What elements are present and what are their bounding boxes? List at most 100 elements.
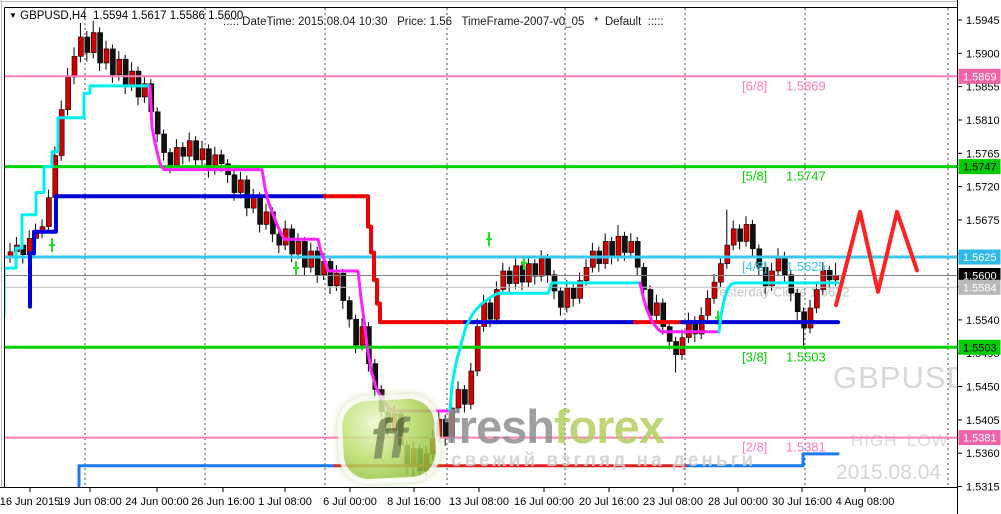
watermark-low-label: LOW — [907, 431, 949, 450]
price-tick-label: 1.5720 — [966, 182, 1000, 194]
indicator-comment: ::::: DateTime: 2015.08.04 10:30 Price: … — [223, 16, 664, 28]
bear-candle — [257, 196, 263, 225]
bull-candle — [65, 76, 71, 110]
price-tick-label: 1.5900 — [966, 48, 1000, 60]
time-tick-label: 13 Jul 08:00 — [449, 496, 509, 508]
bull-candle — [807, 307, 814, 329]
murrey-frac-label: [4/8] — [742, 259, 767, 274]
price-tick-label: 1.5765 — [966, 148, 1000, 160]
bear-candle — [801, 311, 807, 329]
bull-candle — [513, 265, 519, 284]
bull-candle — [250, 196, 257, 209]
watermark-high-label: HIGH — [851, 431, 898, 450]
bear-candle — [398, 413, 404, 446]
bull-candle — [46, 197, 52, 227]
bear-candle — [231, 174, 238, 193]
murrey-price-label: 1.5625 — [786, 259, 826, 274]
bull-candle — [186, 140, 193, 157]
bull-candle — [730, 228, 737, 246]
price-label-box — [958, 430, 1001, 446]
ohlc-readout: 1.5594 1.5617 1.5586 1.5600 — [92, 10, 244, 22]
bear-candle — [276, 233, 283, 246]
bear-candle — [558, 290, 564, 308]
price-label-box — [958, 279, 1001, 295]
projection-zigzag — [834, 209, 919, 308]
bull-candle — [705, 298, 711, 316]
bear-candle — [545, 258, 551, 275]
bull-candle — [500, 270, 507, 290]
price-tick-label: 1.5540 — [966, 315, 1000, 327]
time-tick-label: 20 Jul 16:00 — [579, 496, 639, 508]
bull-candle — [129, 70, 135, 87]
price-tick-label: 1.5855 — [966, 82, 1000, 94]
price-lines — [5, 275, 957, 288]
bear-candle — [353, 318, 359, 346]
bear-candle — [737, 228, 743, 242]
bear-candle — [154, 111, 161, 135]
time-tick-label: 19 Jun 08:00 — [58, 496, 122, 508]
bull-candle — [423, 453, 430, 472]
bull-candle — [654, 302, 660, 316]
bear-candle — [634, 241, 641, 268]
bull-candle — [78, 36, 84, 57]
bear-candle — [110, 48, 116, 76]
bull-candle — [455, 389, 462, 409]
bull-candle — [615, 235, 622, 257]
bull-candle — [199, 148, 206, 161]
symbol-period-label: GBPUSD,H4 — [20, 10, 87, 22]
bear-candle — [609, 241, 615, 257]
price-label-box-text: 1.5584 — [963, 282, 997, 294]
bull-candle — [174, 147, 180, 166]
price-label-box — [958, 68, 1001, 84]
window-frame-top — [0, 1, 1001, 2]
bear-candle — [346, 300, 353, 320]
bear-candle — [487, 302, 494, 320]
time-tick-label: 16 Jun 2015 — [0, 496, 60, 508]
symbol-dropdown-icon[interactable]: ▼ — [9, 11, 17, 20]
bear-candle — [442, 418, 449, 438]
bear-candle — [218, 154, 225, 165]
murrey-price-label: 1.5503 — [786, 349, 826, 364]
time-tick-label: 4 Aug 08:00 — [836, 496, 895, 508]
bear-candle — [404, 444, 411, 467]
price-label-box-text: 1.5747 — [963, 162, 997, 174]
bear-candle — [167, 152, 174, 166]
bull-candle — [263, 211, 270, 225]
bear-candle — [794, 292, 801, 313]
price-label-box — [958, 339, 1001, 355]
time-tick-label: 16 Jul 00:00 — [514, 496, 574, 508]
bull-candle — [602, 241, 609, 264]
murrey-frac-label: [3/8] — [742, 349, 767, 364]
bear-candle — [302, 241, 308, 268]
bear-candle — [122, 58, 129, 87]
time-tick-label: 8 Jul 16:00 — [387, 496, 441, 508]
time-tick-label: 1 Jul 08:00 — [258, 496, 312, 508]
bull-candle — [577, 280, 583, 299]
bear-candle — [84, 36, 91, 53]
price-tick-label: 1.5945 — [966, 15, 1000, 27]
bear-candle — [327, 261, 334, 287]
bear-candle — [641, 266, 647, 290]
bear-candle — [97, 32, 103, 64]
bull-candle — [590, 250, 596, 268]
price-label-box — [958, 159, 1001, 175]
price-tick-label: 1.5360 — [966, 448, 1000, 460]
bear-candle — [762, 266, 769, 287]
bear-candle — [244, 179, 251, 209]
bull-candle — [90, 32, 97, 53]
bull-candle — [628, 241, 635, 253]
plot-area: Yesterday Close 1.5622[6/8] 1.5869[5/8] 1.… — [5, 8, 957, 487]
bull-candle — [538, 258, 545, 277]
window-frame-left — [1, 0, 2, 514]
bull-candle — [711, 281, 718, 299]
bear-candle — [666, 326, 673, 342]
time-tick-label: 28 Jul 00:00 — [708, 496, 768, 508]
murrey-frac-label: [5/8] — [742, 169, 767, 184]
time-tick-label: 24 Jun 00:00 — [125, 496, 189, 508]
fast-timeframe-line — [5, 84, 840, 413]
bear-candle — [314, 250, 321, 276]
bear-candle — [193, 140, 199, 161]
murrey-level-labels: [6/8] 1.5869 [5/8] 1.5747 [4/8] 1.5625 [3/8] 1.… — [742, 78, 826, 454]
